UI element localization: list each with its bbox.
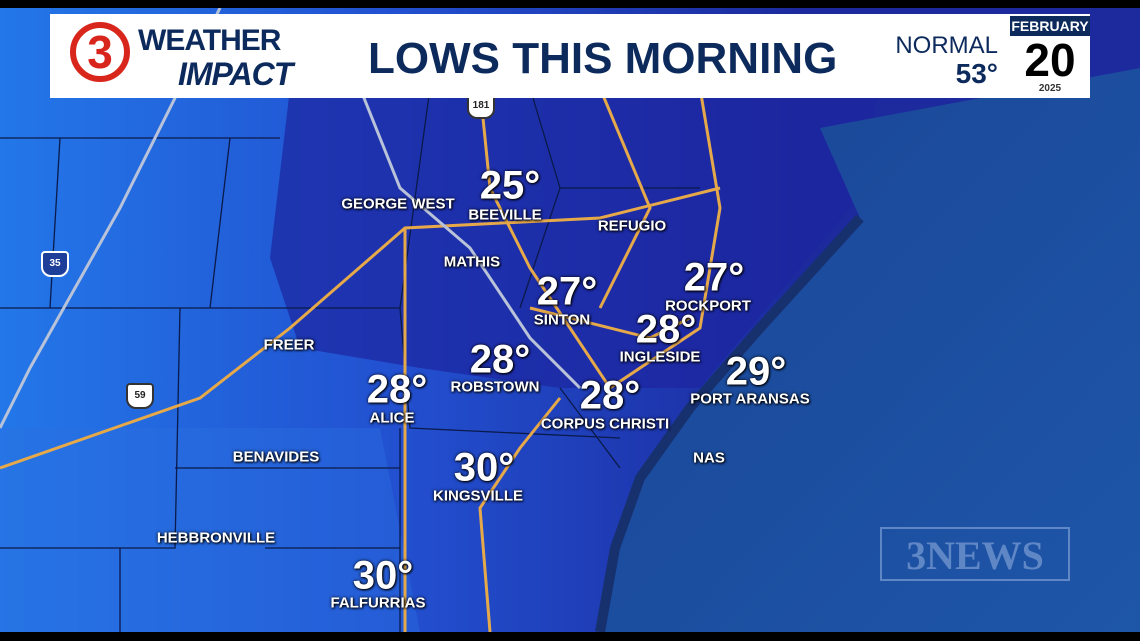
city-robstown: ROBSTOWN <box>450 378 540 396</box>
roads <box>0 87 722 632</box>
interstate-37 <box>358 87 582 390</box>
city-beeville: BEEVILLE <box>468 206 542 224</box>
city-refugio: REFUGIO <box>597 217 667 235</box>
interstate-35-shield: 35 <box>41 251 69 277</box>
3news-watermark: 3NEWS <box>880 527 1070 581</box>
interstate-35 <box>0 8 222 429</box>
city-ingleside: INGLESIDE <box>619 348 701 366</box>
date-year: 2025 <box>1038 83 1062 94</box>
temp-alice: 28° <box>366 367 428 412</box>
temp-sinton: 27° <box>536 269 598 314</box>
logo-impact-text: IMPACT <box>178 56 293 92</box>
header-banner: 3 WEATHER IMPACT LOWS THIS MORNING NORMA… <box>50 14 1090 98</box>
page-title: LOWS THIS MORNING <box>368 34 838 83</box>
city-rockport: ROCKPORT <box>665 297 751 315</box>
cold-region <box>270 88 880 388</box>
county-lines <box>0 87 700 632</box>
city-mathis: MATHIS <box>443 253 501 271</box>
barrier-island <box>595 214 864 632</box>
city-falfurrias: FALFURRIAS <box>330 594 426 612</box>
city-port-aransas: PORT ARANSAS <box>690 390 810 408</box>
normal-value: 53° <box>955 58 998 89</box>
city-corpus-christi: CORPUS CHRISTI <box>540 415 670 433</box>
temp-robstown: 28° <box>469 337 531 382</box>
temp-rockport: 27° <box>683 255 745 300</box>
city-freer: FREER <box>263 336 315 354</box>
logo-3-icon: 3 <box>70 22 130 82</box>
temp-port-aransas: 29° <box>725 349 787 394</box>
city-benavides: BENAVIDES <box>232 448 320 466</box>
logo-weather-text: WEATHER <box>138 24 281 57</box>
ocean <box>600 68 1140 632</box>
date-day: 20 <box>1024 34 1076 86</box>
city-sinton: SINTON <box>533 311 591 329</box>
date-month: FEBRUARY <box>1010 16 1090 36</box>
city-hebbronville: HEBBRONVILLE <box>156 529 276 547</box>
highway-59-shield: 59 <box>126 383 154 409</box>
warm-south-region <box>0 428 420 632</box>
map <box>0 8 1140 632</box>
temp-corpus-christi: 28° <box>579 373 641 418</box>
city-nas: NAS <box>693 449 725 467</box>
temp-kingsville: 30° <box>453 445 515 490</box>
temp-ingleside: 28° <box>635 307 697 352</box>
city-kingsville: KINGSVILLE <box>432 487 524 505</box>
normal-label: NORMAL <box>895 32 998 59</box>
temp-falfurrias: 30° <box>352 553 414 598</box>
city-george-west: GEORGE WEST <box>341 195 455 213</box>
city-alice: ALICE <box>369 409 415 427</box>
temp-beeville: 25° <box>479 163 541 208</box>
